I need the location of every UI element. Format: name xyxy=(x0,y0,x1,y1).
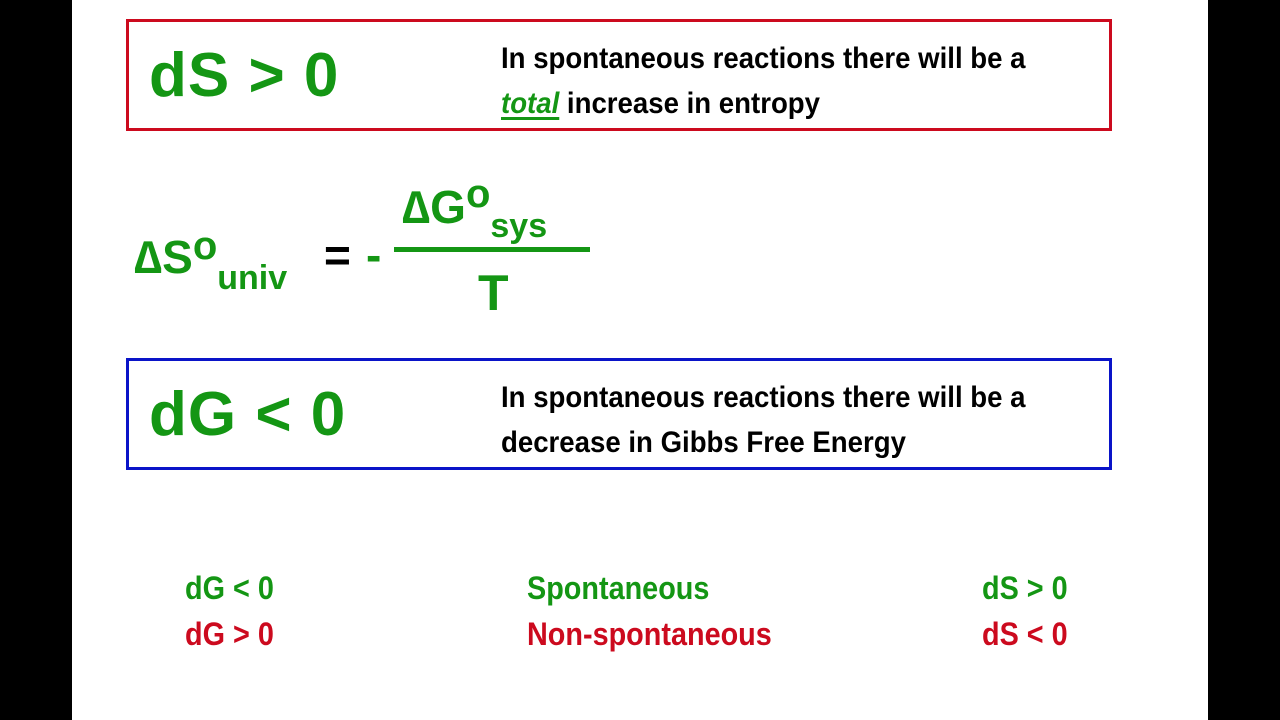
formula-lhs-superscript: o xyxy=(192,224,218,268)
gibbs-description-line2: decrease in Gibbs Free Energy xyxy=(501,426,906,459)
formula-numerator-symbol: ∆G xyxy=(402,181,466,233)
formula-equals: = xyxy=(324,229,351,281)
gibbs-description: In spontaneous reactions there will be a… xyxy=(501,375,1053,465)
entropy-description-line2-rest: increase in entropy xyxy=(559,87,821,120)
entropy-gibbs-formula: ∆Souniv = - ∆Gosys T xyxy=(134,172,604,330)
summary-row1-label: Spontaneous xyxy=(527,570,710,606)
entropy-description-line2: total increase in entropy xyxy=(501,81,1053,126)
formula-numerator-subscript: sys xyxy=(490,207,548,245)
entropy-description-line1: In spontaneous reactions there will be a xyxy=(501,42,1026,75)
entropy-condition: dS > 0 xyxy=(149,41,340,110)
summary-row2-label: Non-spontaneous xyxy=(527,616,772,652)
summary-row1-dg: dG < 0 xyxy=(185,570,274,606)
formula-lhs-subscript: univ xyxy=(217,259,288,297)
formula-numerator-superscript: o xyxy=(465,172,491,216)
entropy-description: In spontaneous reactions there will be a… xyxy=(501,36,1053,126)
summary-row2-ds: dS < 0 xyxy=(982,616,1068,652)
formula-lhs: ∆Souniv xyxy=(134,224,287,297)
entropy-box: dS > 0 In spontaneous reactions there wi… xyxy=(126,19,1112,131)
gibbs-box: dG < 0 In spontaneous reactions there wi… xyxy=(126,358,1112,470)
slide: dS > 0 In spontaneous reactions there wi… xyxy=(72,0,1208,720)
fraction-bar xyxy=(394,247,590,252)
gibbs-description-line1: In spontaneous reactions there will be a xyxy=(501,381,1026,414)
formula-numerator: ∆Gosys xyxy=(402,172,547,245)
formula-denominator: T xyxy=(478,265,509,321)
summary-row1-ds: dS > 0 xyxy=(982,570,1068,606)
summary-row2-dg: dG > 0 xyxy=(185,616,274,652)
gibbs-condition: dG < 0 xyxy=(149,380,347,449)
formula-minus: - xyxy=(366,229,382,281)
formula-lhs-symbol: ∆S xyxy=(134,231,193,283)
total-emphasis: total xyxy=(501,87,560,120)
